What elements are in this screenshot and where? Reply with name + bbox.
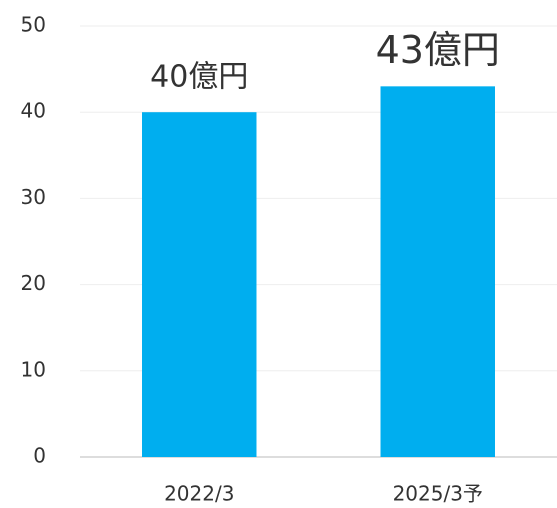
x-tick-label: 2022/3 xyxy=(164,482,234,506)
y-tick-label: 0 xyxy=(33,444,46,468)
bar xyxy=(142,112,257,457)
y-tick-label: 40 xyxy=(21,99,46,123)
y-tick-label: 50 xyxy=(21,13,46,37)
x-tick-label: 2025/3予 xyxy=(393,482,483,506)
y-tick-label: 20 xyxy=(21,271,46,295)
bar xyxy=(380,86,495,457)
y-tick-label: 30 xyxy=(21,185,46,209)
data-label: 40億円 xyxy=(150,60,248,95)
data-label: 43億円 xyxy=(376,28,500,72)
y-tick-label: 10 xyxy=(21,357,46,381)
